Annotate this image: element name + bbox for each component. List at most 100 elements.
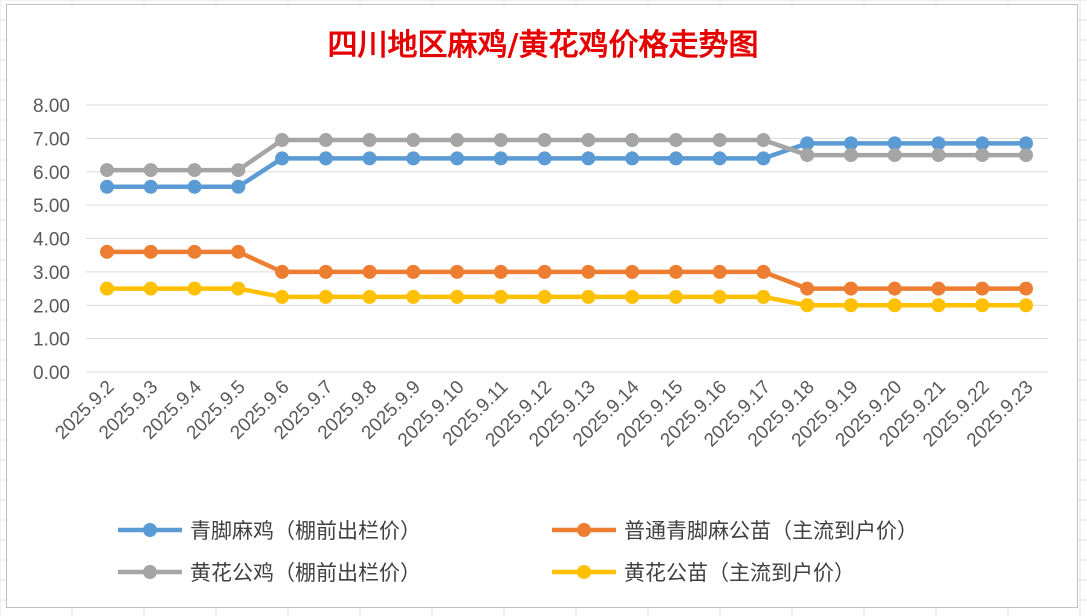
data-point bbox=[187, 281, 202, 296]
data-point bbox=[100, 179, 114, 194]
data-point bbox=[1019, 136, 1033, 151]
data-point bbox=[143, 163, 158, 178]
data-point bbox=[1019, 298, 1033, 313]
data-point bbox=[450, 133, 465, 148]
series-1 bbox=[100, 136, 1033, 194]
y-axis-ticks: 0.00 1.00 2.00 3.00 4.00 5.00 6.00 7.00 8.00 bbox=[33, 96, 70, 384]
legend-item: 普通青脚麻公苗（主流到户价） bbox=[552, 519, 918, 543]
data-point bbox=[887, 136, 902, 151]
data-point bbox=[187, 179, 202, 194]
data-point bbox=[406, 133, 421, 148]
data-point bbox=[493, 133, 508, 148]
data-point bbox=[143, 281, 158, 296]
data-point bbox=[668, 133, 683, 148]
data-point bbox=[975, 281, 990, 296]
data-point bbox=[275, 264, 290, 279]
data-point bbox=[406, 289, 421, 304]
data-point bbox=[625, 151, 640, 166]
data-point bbox=[362, 264, 377, 279]
data-point bbox=[1019, 148, 1033, 163]
data-point bbox=[231, 163, 246, 178]
data-point bbox=[537, 264, 552, 279]
y-tick-label: 6.00 bbox=[33, 163, 70, 184]
data-point bbox=[318, 151, 333, 166]
series-line bbox=[107, 141, 1026, 190]
data-point bbox=[843, 148, 858, 163]
data-point bbox=[800, 298, 815, 313]
legend-label: 普通青脚麻公苗（主流到户价） bbox=[624, 519, 918, 543]
legend-item: 黄花公鸡（棚前出栏价） bbox=[118, 561, 421, 585]
data-point bbox=[450, 289, 465, 304]
data-point bbox=[362, 133, 377, 148]
data-point bbox=[931, 298, 946, 313]
data-point bbox=[843, 298, 858, 313]
data-point bbox=[362, 151, 377, 166]
data-point bbox=[450, 264, 465, 279]
y-tick-label: 4.00 bbox=[33, 230, 70, 251]
data-point bbox=[275, 289, 290, 304]
data-point bbox=[887, 281, 902, 296]
data-point bbox=[231, 244, 246, 259]
data-point bbox=[581, 289, 596, 304]
data-point bbox=[100, 244, 114, 259]
series-line bbox=[107, 286, 1026, 308]
data-point bbox=[668, 289, 683, 304]
data-point bbox=[1019, 281, 1033, 296]
data-point bbox=[975, 136, 990, 151]
data-point bbox=[712, 133, 727, 148]
data-point bbox=[493, 151, 508, 166]
data-point bbox=[275, 133, 290, 148]
data-point bbox=[143, 244, 158, 259]
y-tick-label: 1.00 bbox=[33, 330, 70, 351]
data-point bbox=[887, 148, 902, 163]
data-point bbox=[581, 151, 596, 166]
data-point bbox=[712, 264, 727, 279]
legend-label: 黄花公苗（主流到户价） bbox=[624, 561, 855, 585]
legend-label: 青脚麻鸡（棚前出栏价） bbox=[190, 519, 421, 543]
data-point bbox=[625, 264, 640, 279]
data-point bbox=[887, 298, 902, 313]
data-point bbox=[406, 264, 421, 279]
data-point bbox=[187, 244, 202, 259]
data-point bbox=[450, 151, 465, 166]
data-point bbox=[975, 148, 990, 163]
data-point bbox=[275, 151, 290, 166]
data-point bbox=[100, 163, 114, 178]
data-point bbox=[493, 289, 508, 304]
data-point bbox=[581, 264, 596, 279]
data-point bbox=[975, 298, 990, 313]
data-point bbox=[931, 136, 946, 151]
x-axis-ticks: 2025.9.22025.9.32025.9.42025.9.52025.9.6… bbox=[51, 376, 1037, 451]
data-point bbox=[668, 264, 683, 279]
data-point bbox=[187, 163, 202, 178]
data-point bbox=[756, 289, 771, 304]
data-point bbox=[668, 151, 683, 166]
series-line bbox=[107, 249, 1026, 291]
y-tick-label: 7.00 bbox=[33, 129, 70, 150]
data-point bbox=[931, 281, 946, 296]
legend-item: 黄花公苗（主流到户价） bbox=[552, 561, 855, 585]
data-point bbox=[318, 289, 333, 304]
data-point bbox=[756, 151, 771, 166]
data-point bbox=[712, 289, 727, 304]
series-lines bbox=[100, 133, 1033, 313]
series-3 bbox=[100, 133, 1033, 178]
series-line bbox=[107, 137, 1026, 173]
data-point bbox=[231, 281, 246, 296]
data-point bbox=[406, 151, 421, 166]
legend-item: 青脚麻鸡（棚前出栏价） bbox=[118, 519, 421, 543]
series-2 bbox=[100, 244, 1033, 296]
data-point bbox=[625, 289, 640, 304]
y-tick-label: 3.00 bbox=[33, 263, 70, 284]
data-point bbox=[756, 264, 771, 279]
data-point bbox=[800, 148, 815, 163]
legend-label: 黄花公鸡（棚前出栏价） bbox=[190, 561, 421, 585]
data-point bbox=[712, 151, 727, 166]
series-4 bbox=[100, 281, 1033, 313]
y-tick-label: 5.00 bbox=[33, 196, 70, 217]
data-point bbox=[362, 289, 377, 304]
data-point bbox=[843, 281, 858, 296]
data-point bbox=[800, 281, 815, 296]
data-point bbox=[493, 264, 508, 279]
y-tick-label: 2.00 bbox=[33, 296, 70, 317]
